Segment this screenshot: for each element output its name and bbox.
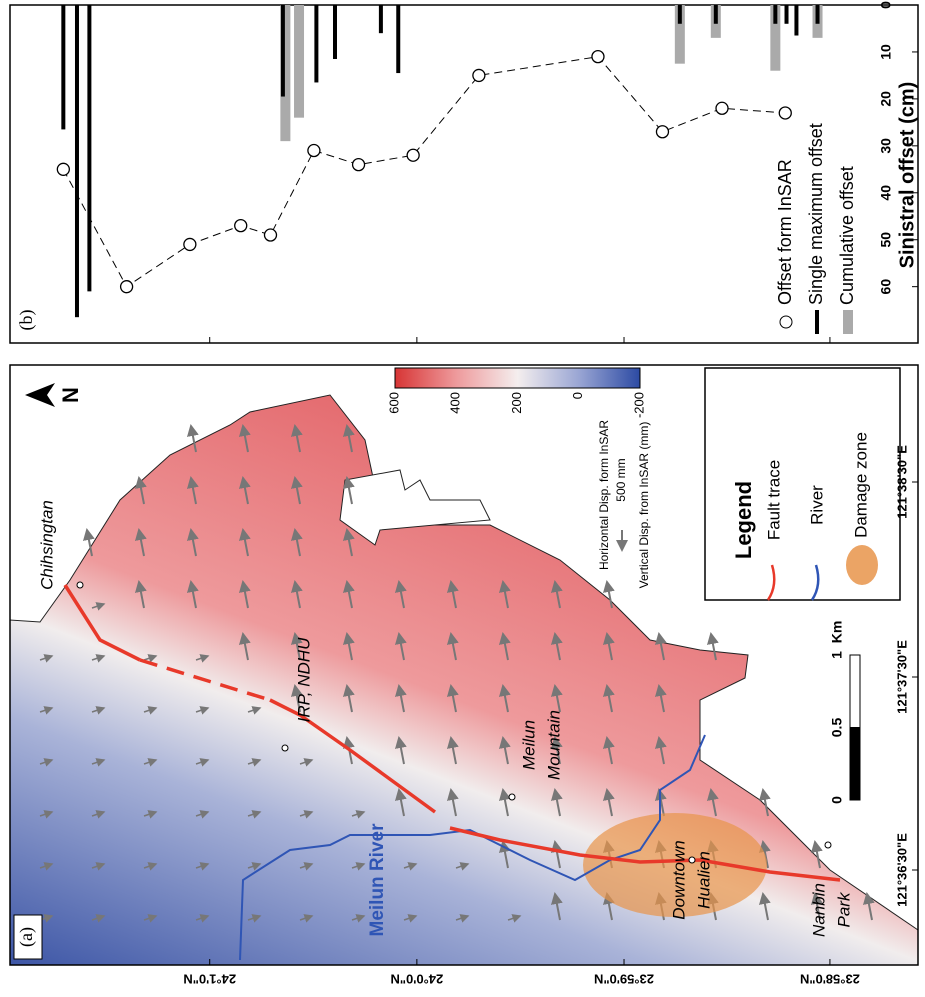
lon-label: 121°36'30"E xyxy=(894,833,909,907)
panel-label: (b) xyxy=(16,310,37,331)
bar xyxy=(785,5,789,24)
x-tick-label: 24°1'0"N xyxy=(183,972,236,987)
north-label: N xyxy=(58,387,83,403)
place-label: Mountain xyxy=(544,710,563,780)
colorbar-tick: 200 xyxy=(509,392,524,414)
place-label: Nanbin xyxy=(809,883,828,937)
figure: (b) Sinistral offset (cm) 0102030405060O… xyxy=(0,0,925,992)
place-label: IRP, NDHU xyxy=(294,637,313,722)
legend-label: Damage zone xyxy=(851,432,870,538)
colorbar-tick: 0 xyxy=(570,392,585,399)
bar xyxy=(87,5,91,291)
place-label: Chihsingtan xyxy=(37,500,56,590)
offset-chart: 0 10 20 30 40 50 60 Offset form InSAR Single max… xyxy=(57,1,918,343)
panel-label: (a) xyxy=(16,927,37,947)
scale-bar xyxy=(850,655,860,728)
legend-marker xyxy=(843,310,853,334)
legend-label: Fault trace xyxy=(764,460,783,540)
lon-label: 121°38'30"E xyxy=(894,445,909,519)
offset-point xyxy=(308,145,320,157)
offset-point xyxy=(353,159,365,171)
legend-label: Single maximum offset xyxy=(806,123,826,305)
legend-marker xyxy=(780,316,792,328)
scale-label: 0 xyxy=(829,796,845,804)
bar xyxy=(379,5,383,33)
offset-point xyxy=(716,102,728,114)
y-tick-label: 20 xyxy=(878,91,894,107)
colorbar-tick: 600 xyxy=(386,392,401,414)
legend-damage xyxy=(846,545,878,585)
bar xyxy=(714,5,718,24)
scale-label: 0.5 xyxy=(829,718,845,738)
bar xyxy=(314,5,318,82)
bar xyxy=(281,5,285,97)
colorbar xyxy=(395,368,640,388)
lon-label: 121°37'30"E xyxy=(894,640,909,714)
offset-point xyxy=(407,149,419,161)
site-dot xyxy=(282,745,288,751)
y-axis-title: Sinistral offset (cm) xyxy=(896,82,918,269)
scale-unit: Km xyxy=(829,621,845,644)
site-dot xyxy=(825,842,831,848)
place-label: Park xyxy=(834,891,853,927)
bar xyxy=(61,5,65,129)
y-tick-label: 60 xyxy=(878,279,894,295)
place-label: Downtown xyxy=(669,840,688,919)
y-tick-label: 0 xyxy=(878,1,894,9)
bar xyxy=(794,5,798,36)
offset-point xyxy=(57,163,69,175)
bar xyxy=(396,5,400,73)
legend-label: River xyxy=(807,485,826,525)
legend-marker xyxy=(815,310,819,334)
offset-point xyxy=(121,281,133,293)
offset-point xyxy=(264,229,276,241)
offset-line xyxy=(63,57,785,287)
site-dot xyxy=(77,582,83,588)
y-tick-label: 50 xyxy=(878,232,894,248)
x-tick-label: 24°0'0"N xyxy=(390,972,443,987)
colorbar-title: Horizontal Disp. form InSAR xyxy=(597,420,611,570)
offset-point xyxy=(656,126,668,138)
bar xyxy=(773,5,777,24)
scale-bar xyxy=(850,728,860,801)
legend-title: Legend xyxy=(731,481,756,559)
offset-point xyxy=(592,51,604,63)
colorbar-tick: -200 xyxy=(631,392,646,418)
colorbar-title: Vertical Disp. from InSAR (mm) xyxy=(637,422,651,589)
scale-label: 1 xyxy=(829,651,845,659)
y-tick-label: 30 xyxy=(878,138,894,154)
river-label: Meilun River xyxy=(367,823,388,937)
bar xyxy=(678,5,682,24)
site-dot xyxy=(509,794,515,800)
legend-label: Cumulative offset xyxy=(837,166,857,305)
y-tick-label: 10 xyxy=(878,44,894,60)
bar xyxy=(75,5,79,317)
colorbar-tick: 400 xyxy=(448,392,463,414)
bar xyxy=(333,5,337,59)
place-label: Meilun xyxy=(519,720,538,770)
y-tick-label: 40 xyxy=(878,185,894,201)
x-tick-label: 23°59'0"N xyxy=(594,972,654,987)
place-label: Hualien xyxy=(694,851,713,909)
offset-point xyxy=(473,69,485,81)
bar xyxy=(294,5,304,118)
map: Chihsingtan IRP, NDHU Meilun Mountain Me… xyxy=(10,365,918,965)
x-tick-label: 23°58'0"N xyxy=(800,972,860,987)
arrow-scale-label: 500 mm xyxy=(614,458,628,501)
offset-point xyxy=(184,238,196,250)
bar xyxy=(816,5,820,24)
offset-point xyxy=(235,220,247,232)
legend-label: Offset form InSAR xyxy=(775,159,795,305)
offset-point xyxy=(779,107,791,119)
